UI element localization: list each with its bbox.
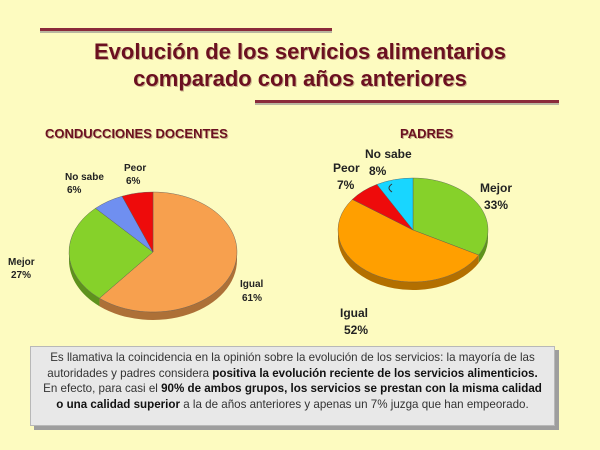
pie-0-pct-no-sabe: 6% bbox=[67, 185, 82, 196]
title-line-1: Evolución de los servicios alimentarios bbox=[93, 39, 507, 64]
page-title: Evolución de los servicios alimentarios … bbox=[0, 38, 600, 92]
pie-1-leader-no-sabe bbox=[388, 183, 393, 193]
pie-1-slice-igual bbox=[337, 199, 480, 283]
pie-0-side-mejor bbox=[69, 252, 100, 307]
pie-1-pct-no-sabe: 8% bbox=[369, 164, 387, 178]
pie-1-slice-no-sabe bbox=[376, 177, 414, 231]
pie-1-side-igual bbox=[338, 230, 479, 290]
pie-0-label-mejor: Mejor bbox=[8, 257, 35, 268]
pie-1-label-no-sabe: No sabe bbox=[365, 147, 412, 161]
pie-1-slice-mejor bbox=[412, 177, 489, 256]
summary-bold-2: 90% de ambos grupos, los servicios se pr… bbox=[56, 382, 542, 411]
title-line-2: comparado con años anteriores bbox=[133, 66, 467, 91]
pie-0-label-igual: Igual bbox=[240, 279, 264, 290]
pie-0-label-no-sabe: No sabe bbox=[65, 172, 104, 183]
title-rule-top bbox=[40, 28, 332, 31]
summary-text-2: En efecto, para casi el bbox=[43, 382, 162, 395]
title-rule-bottom bbox=[255, 100, 559, 103]
pie-1-label-peor: Peor bbox=[333, 161, 360, 175]
summary-text-3: a la de años anteriores y apenas un 7% j… bbox=[180, 397, 529, 411]
pie-1-pct-igual: 52% bbox=[344, 323, 368, 337]
pie-0-side-igual bbox=[99, 252, 237, 321]
summary-box: Es llamativa la coincidencia en la opini… bbox=[30, 346, 555, 426]
pie-1-side-mejor bbox=[478, 230, 488, 264]
summary-bold-1: positiva la evolución reciente de los se… bbox=[212, 366, 538, 380]
pie-0-slice-igual bbox=[99, 191, 238, 313]
summary-text-1: Es llamativa la coincidencia en la opini… bbox=[47, 351, 535, 380]
pie-0-pct-igual: 61% bbox=[242, 293, 262, 304]
pie-0-slice-mejor bbox=[68, 208, 154, 299]
pie-1-label-igual: Igual bbox=[340, 306, 368, 320]
pie-chart-1: Mejor 33% Igual 52% Peor 7% No sabe 8% bbox=[333, 147, 512, 337]
chart-title-padres: PADRES bbox=[400, 126, 454, 141]
pie-0-label-peor: Peor bbox=[124, 163, 146, 174]
pie-0-pct-peor: 6% bbox=[126, 176, 141, 187]
chart-title-conducciones: CONDUCCIONES DOCENTES bbox=[45, 126, 228, 141]
pie-chart-0: Igual 61% Mejor 27% No sabe 6% Peor 6% bbox=[8, 163, 264, 321]
pie-1-pct-mejor: 33% bbox=[484, 198, 508, 212]
pie-0-pct-mejor: 27% bbox=[11, 270, 31, 281]
pie-0-slice-peor bbox=[121, 191, 154, 253]
pie-1-label-mejor: Mejor bbox=[480, 181, 512, 195]
pie-1-pct-peor: 7% bbox=[337, 178, 355, 192]
